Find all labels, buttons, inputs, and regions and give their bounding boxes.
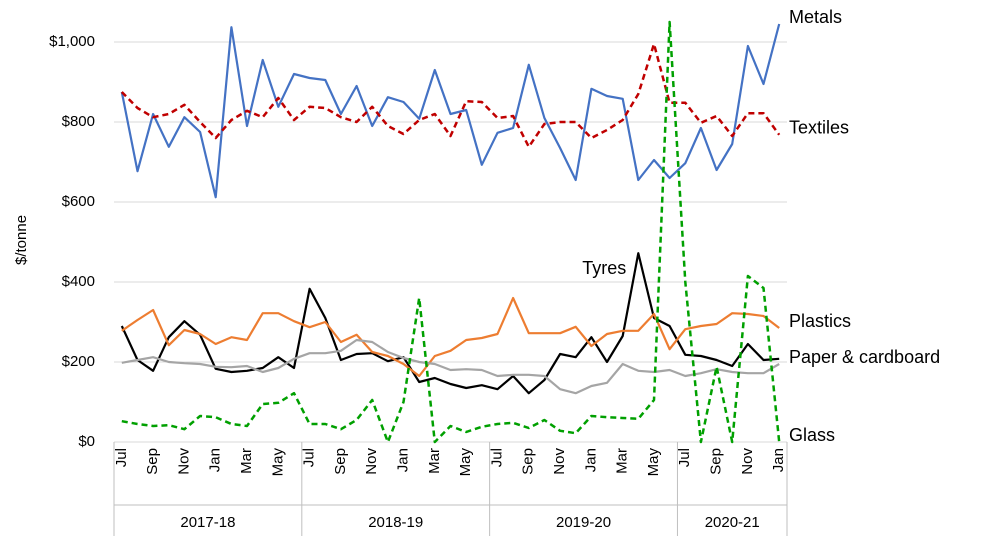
- series-line: [120, 42, 781, 149]
- x-tick-label: Jul: [113, 448, 130, 467]
- y-tick-label: $800: [62, 113, 95, 130]
- y-tick-label: $200: [62, 353, 95, 370]
- x-tick-label: Nov: [175, 448, 192, 475]
- x-tick-label: Nov: [363, 448, 380, 475]
- x-tick-label: Jul: [488, 448, 505, 467]
- x-tick-label: Sep: [520, 448, 537, 475]
- series-label: Plastics: [789, 311, 851, 331]
- series-label: Paper & cardboard: [789, 347, 940, 367]
- x-tick-label: May: [645, 448, 662, 477]
- x-tick-label: Nov: [739, 448, 756, 475]
- series-label: Textiles: [789, 118, 849, 138]
- y-tick-label: $400: [62, 273, 95, 290]
- x-tick-label: Mar: [614, 448, 631, 474]
- x-tick-label: Jan: [395, 448, 412, 472]
- x-tick-label: Jul: [301, 448, 318, 467]
- y-tick-label: $0: [78, 433, 95, 450]
- x-tick-label: Jan: [770, 448, 787, 472]
- y-axis-title: $/tonne: [13, 215, 30, 265]
- x-tick-label: Sep: [144, 448, 161, 475]
- group-label: 2020-21: [705, 514, 760, 531]
- x-tick-label: Mar: [238, 448, 255, 474]
- y-tick-label: $1,000: [49, 33, 95, 50]
- series-line: [121, 338, 780, 395]
- series-label: Tyres: [582, 258, 626, 278]
- x-tick-label: May: [269, 448, 286, 477]
- series-label: Glass: [789, 425, 835, 445]
- x-tick-label: Jul: [676, 448, 693, 467]
- x-tick-label: May: [457, 448, 474, 477]
- x-tick-label: Nov: [551, 448, 568, 475]
- x-tick-label: Sep: [708, 448, 725, 475]
- group-label: 2018-19: [368, 514, 423, 531]
- group-label: 2019-20: [556, 514, 611, 531]
- x-tick-label: Jan: [582, 448, 599, 472]
- series-line: [120, 23, 781, 199]
- x-tick-label: Mar: [426, 448, 443, 474]
- x-tick-label: Jan: [207, 448, 224, 472]
- y-tick-label: $600: [62, 193, 95, 210]
- x-tick-label: Sep: [332, 448, 349, 475]
- group-label: 2017-18: [180, 514, 235, 531]
- series-line: [121, 20, 781, 444]
- series-line: [121, 296, 780, 378]
- series-line: [120, 252, 780, 395]
- series-label: Metals: [789, 7, 842, 27]
